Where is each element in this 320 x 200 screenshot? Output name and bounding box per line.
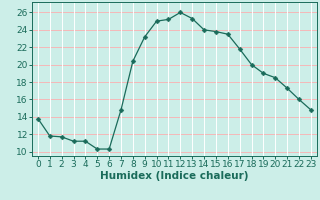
X-axis label: Humidex (Indice chaleur): Humidex (Indice chaleur) bbox=[100, 171, 249, 181]
